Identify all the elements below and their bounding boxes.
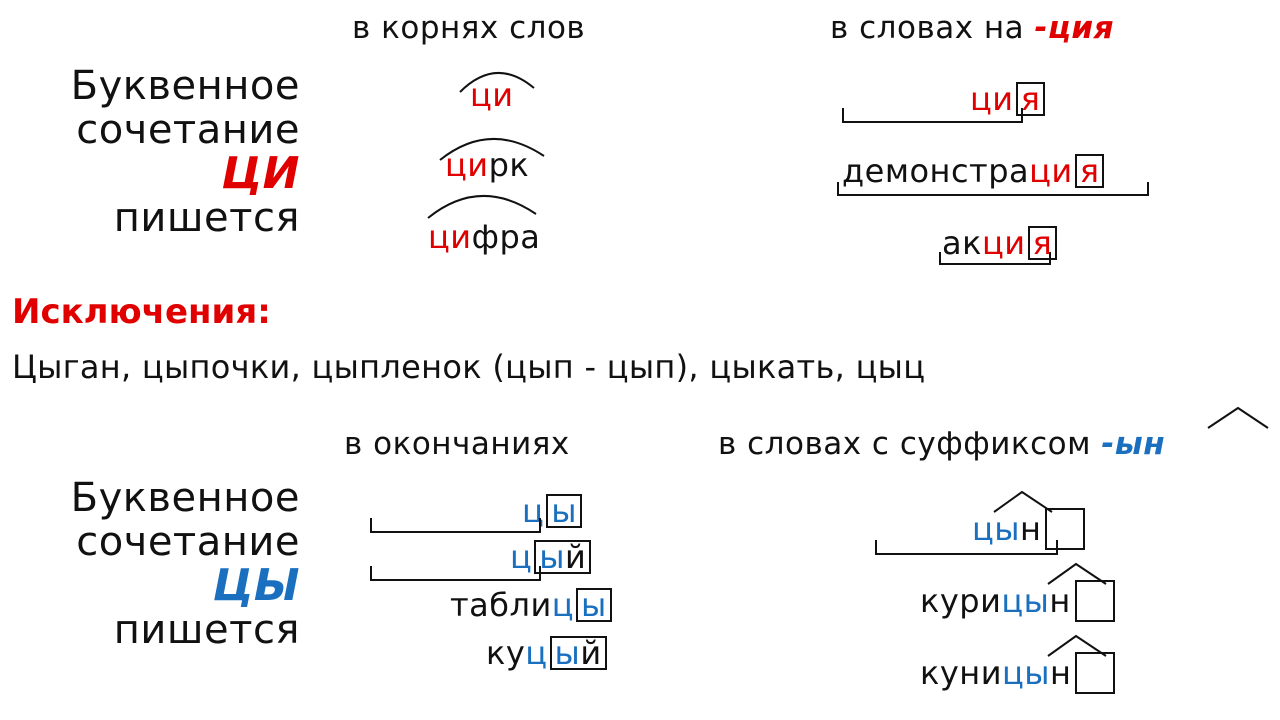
word-rest: ак [942,224,982,262]
highlight-letters: ци [1029,152,1073,190]
ending-letter: й [565,538,587,576]
highlight-letters: ц [522,492,545,530]
ending-letter: й [580,634,602,672]
word-rest: кури [920,582,1002,620]
list-item: ци [470,76,514,114]
ending-box: я [1074,154,1105,188]
col-title-suffix: -ция [1034,10,1115,46]
highlight-letters: ци [970,80,1014,118]
list-item: куц ый [486,634,607,672]
root-arc [427,195,537,219]
col-title-endings: в окончаниях [344,426,570,462]
word-rest: куни [920,654,1002,692]
bottom-side-label: Буквенное сочетание ЦЫ пишется [71,476,300,652]
list-item: цын [972,508,1086,550]
list-item: курицын [920,580,1115,622]
word-rest: н [1049,582,1071,620]
stem-bracket [370,518,541,533]
highlight-letters: ци [981,224,1026,262]
list-item: демонстраци я [842,152,1105,190]
exceptions-words: Цыган, цыпочки, цыпленок (цып - цып), цы… [12,348,926,386]
side-line: пишется [113,195,300,241]
side-line: Буквенное [70,63,300,109]
list-item: куницын [920,652,1116,694]
ending-box: я [1015,82,1046,116]
highlight-letters: ц [510,538,533,576]
top-side-label: Буквенное сочетание ЦИ пишется [71,64,300,240]
highlight-letters: цы [972,510,1021,548]
side-line: пишется [113,607,300,653]
suffix-caret [1207,406,1269,429]
col-title-yn: в словах с суффиксом -ын [718,426,1165,462]
ending-box: ый [549,634,607,672]
word-rest: демонстра [842,152,1030,190]
col-title-prefix: в словах с суффиксом [718,426,1102,462]
word-rest: табли [450,586,552,624]
key-letters-ci: ЦИ [221,148,300,199]
side-line: сочетание [76,107,300,153]
word-rest: ку [486,634,526,672]
ending-letter: ы [539,538,566,576]
highlight-letters: ци [470,76,514,114]
ending-box: ы [546,494,583,528]
ending-box: я [1027,226,1058,260]
empty-ending-box [1074,580,1115,622]
ending-box: ый [534,538,592,576]
list-item: цирк [445,146,529,184]
word-rest: н [1050,654,1072,692]
col-title-suffix: -ын [1101,426,1166,462]
exceptions-title: Исключения: [12,292,271,332]
word-rest: рк [488,146,530,184]
col-title-roots: в корнях слов [352,10,586,46]
list-item: ци я [970,80,1046,118]
col-title-prefix: в словах на [830,10,1035,46]
highlight-letters: цы [1001,654,1051,692]
list-item: акци я [942,224,1058,262]
highlight-letters: цы [1001,582,1050,620]
highlight-letters: ц [525,634,548,672]
empty-ending-box [1045,508,1086,550]
empty-ending-box [1075,652,1116,694]
word-rest: фра [471,218,541,256]
side-line: сочетание [76,519,300,565]
col-title-tsiya: в словах на -ция [830,10,1114,46]
word-rest: н [1020,510,1042,548]
list-item: ц ый [510,538,592,576]
highlight-letters: ци [445,146,489,184]
list-item: таблиц ы [450,586,612,624]
highlight-letters: ци [428,218,472,256]
key-letters-cy: ЦЫ [212,560,300,611]
side-line: Буквенное [70,475,300,521]
highlight-letters: ц [551,586,575,624]
ending-box: ы [576,588,612,622]
ending-letter: ы [554,634,581,672]
list-item: цифра [428,218,540,256]
